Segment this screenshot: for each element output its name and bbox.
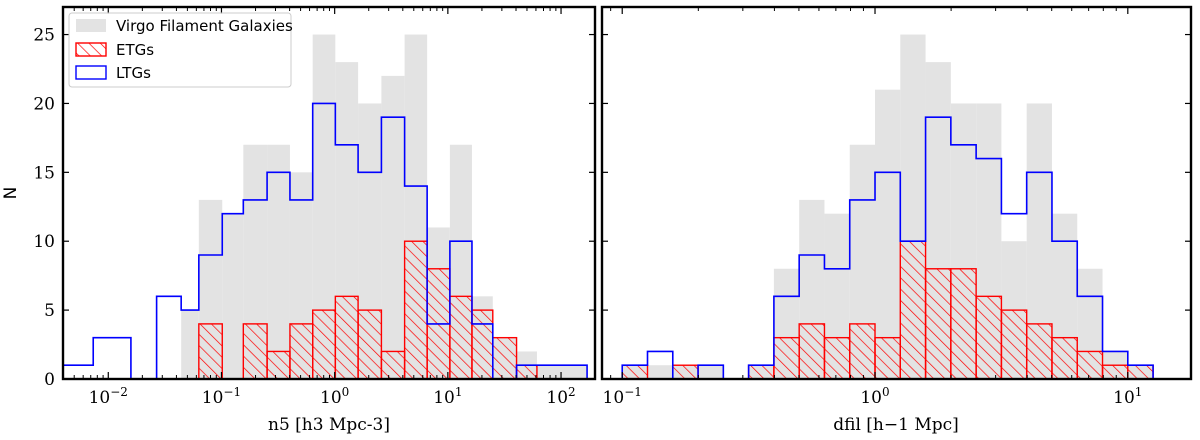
etg-bar <box>312 309 337 380</box>
y-tick-label: 5 <box>44 301 55 321</box>
etg-bar <box>492 336 518 380</box>
etg-bar <box>849 323 876 380</box>
etg-bar <box>874 336 901 380</box>
histogram-panel-dfil: 10−1 100 101 dfil [h−1 Mpc] <box>600 5 1193 435</box>
histogram-bars <box>621 34 1154 380</box>
plot-frame <box>61 5 597 381</box>
plot-frame <box>600 5 1193 381</box>
etg-bar <box>950 268 977 380</box>
etg-bar <box>449 295 473 380</box>
etg-bar <box>747 364 775 380</box>
legend-label-etgs: ETGs <box>116 41 154 59</box>
etg-bar <box>198 323 223 380</box>
all-galaxies-bar <box>536 365 588 379</box>
y-axis-label: N <box>1 187 21 200</box>
etg-bar <box>773 336 800 380</box>
all-galaxies-bar <box>698 365 724 379</box>
x-axis-label: n5 [h3 Mpc-3] <box>268 415 390 435</box>
histogram-bars <box>62 34 588 380</box>
etg-bar <box>403 240 428 380</box>
etg-bar <box>899 240 927 380</box>
etg-bar <box>289 323 314 380</box>
y-tick-label: 10 <box>33 232 55 252</box>
etg-bar <box>975 295 1003 380</box>
legend-box <box>68 12 292 88</box>
y-tick-label: 20 <box>33 94 55 114</box>
legend-swatch-etgs <box>75 42 107 57</box>
y-tick-label: 25 <box>33 26 55 46</box>
etg-bar <box>798 323 826 380</box>
etg-bar <box>1051 336 1078 380</box>
etg-bar <box>242 323 268 380</box>
etg-bar <box>334 295 359 380</box>
x-tick-label: 100 <box>320 385 349 408</box>
legend-swatch-ltgs <box>75 65 107 80</box>
x-tick-label: 10−1 <box>603 385 642 408</box>
all-galaxies-bar <box>181 310 199 379</box>
x-tick-label: 10−2 <box>89 385 128 408</box>
all-galaxies-bar <box>222 213 244 379</box>
all-galaxies-bar <box>267 144 290 379</box>
histogram-panel-n5: 0 5 10 15 20 25 10−2 10−1 100 101 102 Virgo Filame… <box>1 5 597 435</box>
ltg-step-line <box>62 102 588 380</box>
etg-bar <box>621 364 649 380</box>
all-galaxies-bar <box>647 365 673 379</box>
legend-label-ltgs: LTGs <box>116 64 151 82</box>
etg-bar <box>823 336 851 380</box>
x-tick-label: 10−1 <box>202 385 241 408</box>
all-galaxies-bar <box>381 75 405 379</box>
all-galaxies-bar <box>243 144 268 379</box>
etg-bar <box>357 309 383 380</box>
x-tick-label: 100 <box>860 385 889 408</box>
ltg-step-line <box>621 116 1154 380</box>
etg-bar <box>672 364 699 380</box>
legend: Virgo Filament Galaxies ETGs LTGs <box>68 12 293 88</box>
etg-bar <box>1076 350 1104 380</box>
x-tick-label: 102 <box>546 385 575 408</box>
legend-swatch-all <box>76 19 106 32</box>
y-tick-label: 15 <box>33 163 55 183</box>
x-tick-label: 101 <box>433 385 462 408</box>
etg-bar <box>1025 323 1053 380</box>
etg-bar <box>924 268 952 380</box>
etg-bar <box>1127 364 1154 380</box>
x-axis-label: dfil [h−1 Mpc] <box>833 415 959 435</box>
all-galaxies-bar <box>875 89 901 380</box>
etg-bar <box>266 350 291 380</box>
etg-bar <box>471 309 494 380</box>
x-tick-label: 101 <box>1113 385 1142 408</box>
etg-bar <box>1000 309 1028 380</box>
etg-bar <box>380 350 406 380</box>
etg-bar <box>1101 364 1129 380</box>
all-galaxies-bar <box>312 34 336 380</box>
legend-label-all: Virgo Filament Galaxies <box>116 17 293 35</box>
y-tick-label: 0 <box>44 370 55 390</box>
